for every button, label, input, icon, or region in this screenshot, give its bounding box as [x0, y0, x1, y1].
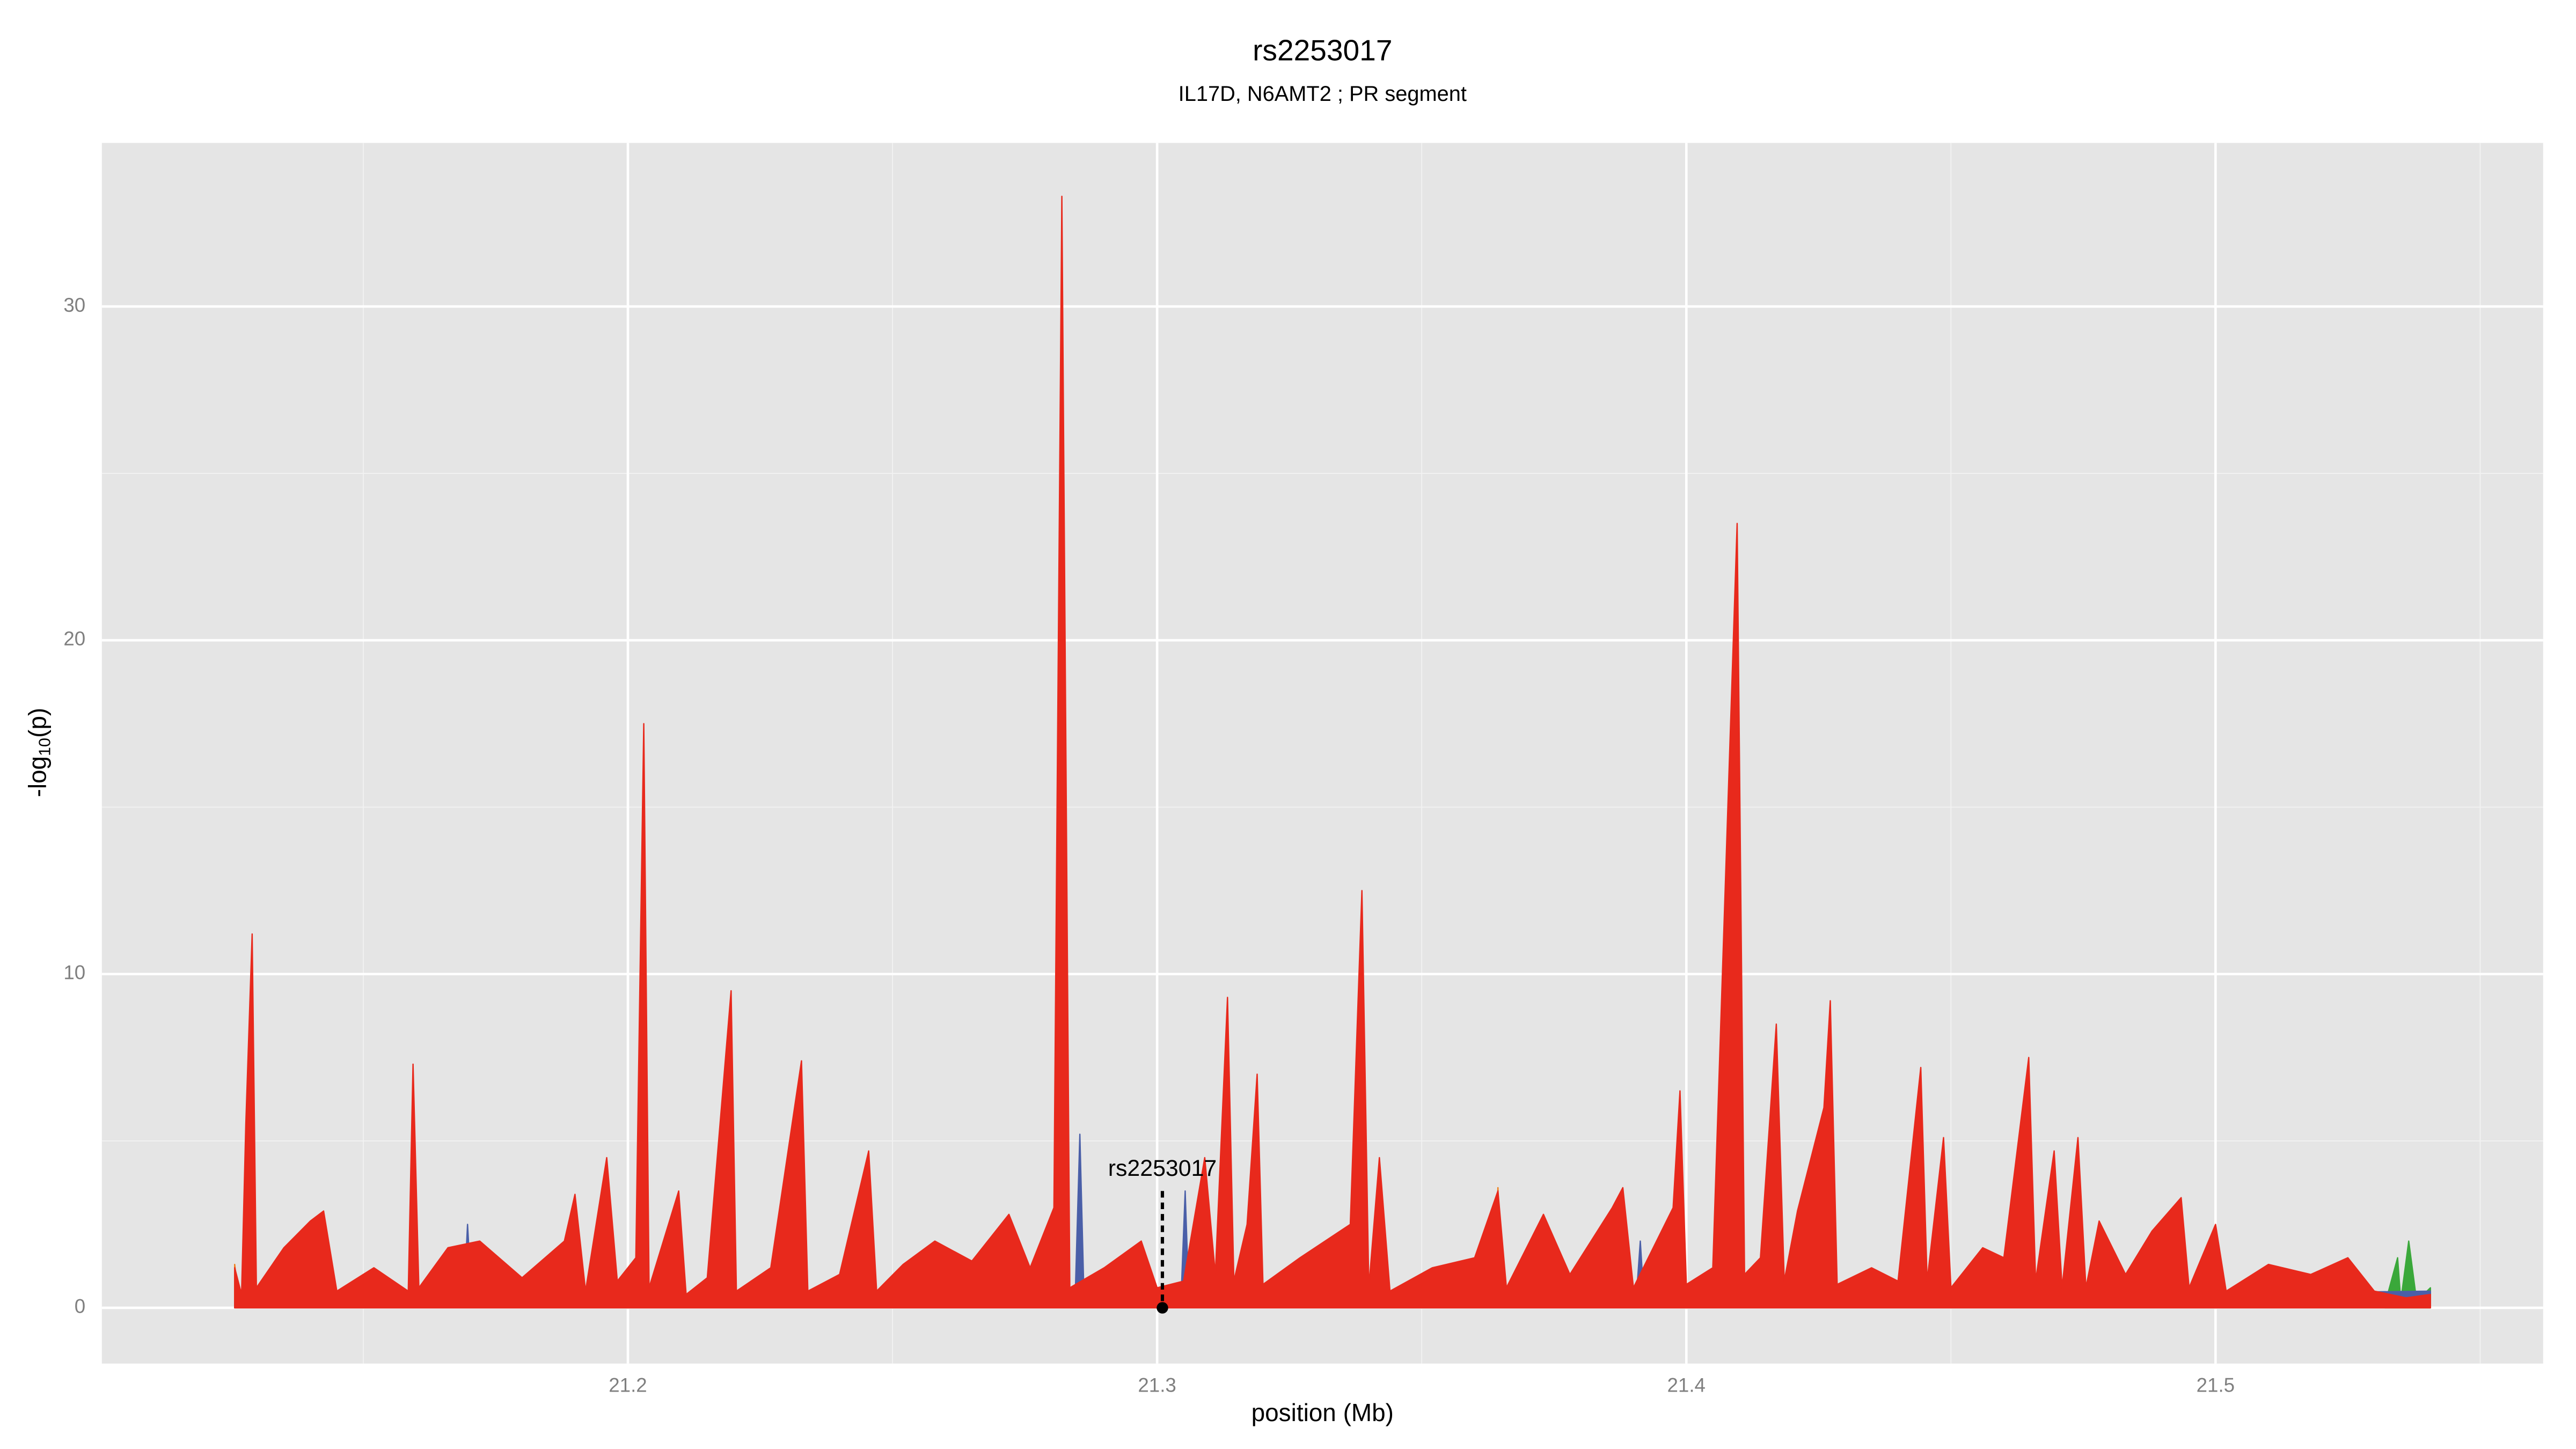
y-axis-label: -log10(p) [24, 708, 54, 797]
x-tick-label: 21.2 [609, 1374, 647, 1396]
annotation-dot [1157, 1302, 1168, 1314]
y-label-sub: 10 [36, 738, 54, 756]
y-tick-label: 0 [75, 1296, 85, 1318]
y-tick-label: 20 [63, 628, 85, 650]
chart-title: rs2253017 [1253, 34, 1392, 67]
y-tick-label: 10 [63, 962, 85, 984]
y-label-part: (p) [24, 708, 52, 738]
marks: rs2253017 [234, 195, 2431, 1314]
annotation-label: rs2253017 [1108, 1155, 1217, 1181]
plot-panel [101, 143, 2543, 1364]
chart-subtitle: IL17D, N6AMT2 ; PR segment [1179, 82, 1467, 106]
y-label-part: -log [24, 756, 52, 797]
x-tick-label: 21.4 [1667, 1374, 1706, 1396]
area-series [234, 195, 2431, 1309]
x-tick-label: 21.3 [1138, 1374, 1176, 1396]
y-tick-label: 30 [63, 294, 85, 316]
x-axis-label: position (Mb) [1252, 1399, 1394, 1426]
x-tick-label: 21.5 [2197, 1374, 2235, 1396]
